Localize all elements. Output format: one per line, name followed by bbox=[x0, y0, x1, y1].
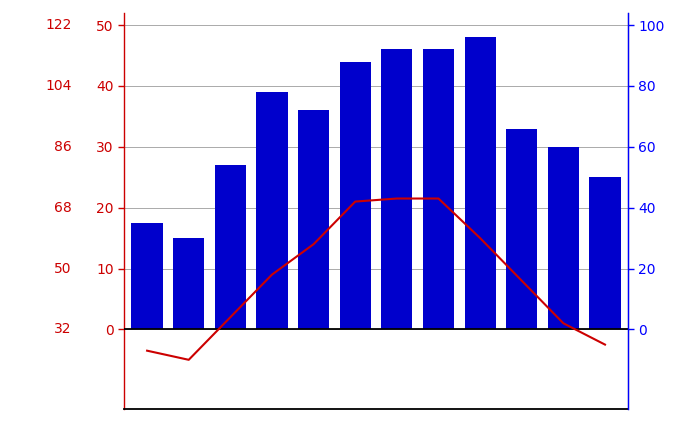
Bar bbox=[298, 110, 329, 329]
Bar bbox=[132, 223, 163, 329]
Text: 86: 86 bbox=[54, 140, 72, 154]
Text: 50: 50 bbox=[54, 261, 72, 276]
Bar bbox=[215, 165, 246, 329]
Bar bbox=[589, 177, 620, 329]
Text: 32: 32 bbox=[54, 322, 72, 336]
Bar bbox=[339, 61, 371, 329]
Bar bbox=[548, 147, 579, 329]
Text: 122: 122 bbox=[45, 18, 72, 32]
Bar bbox=[257, 92, 288, 329]
Bar bbox=[423, 49, 454, 329]
Bar bbox=[464, 37, 495, 329]
Bar bbox=[173, 238, 204, 329]
Text: 104: 104 bbox=[45, 79, 72, 93]
Text: 68: 68 bbox=[54, 201, 72, 215]
Bar bbox=[382, 49, 413, 329]
Bar bbox=[506, 129, 538, 329]
